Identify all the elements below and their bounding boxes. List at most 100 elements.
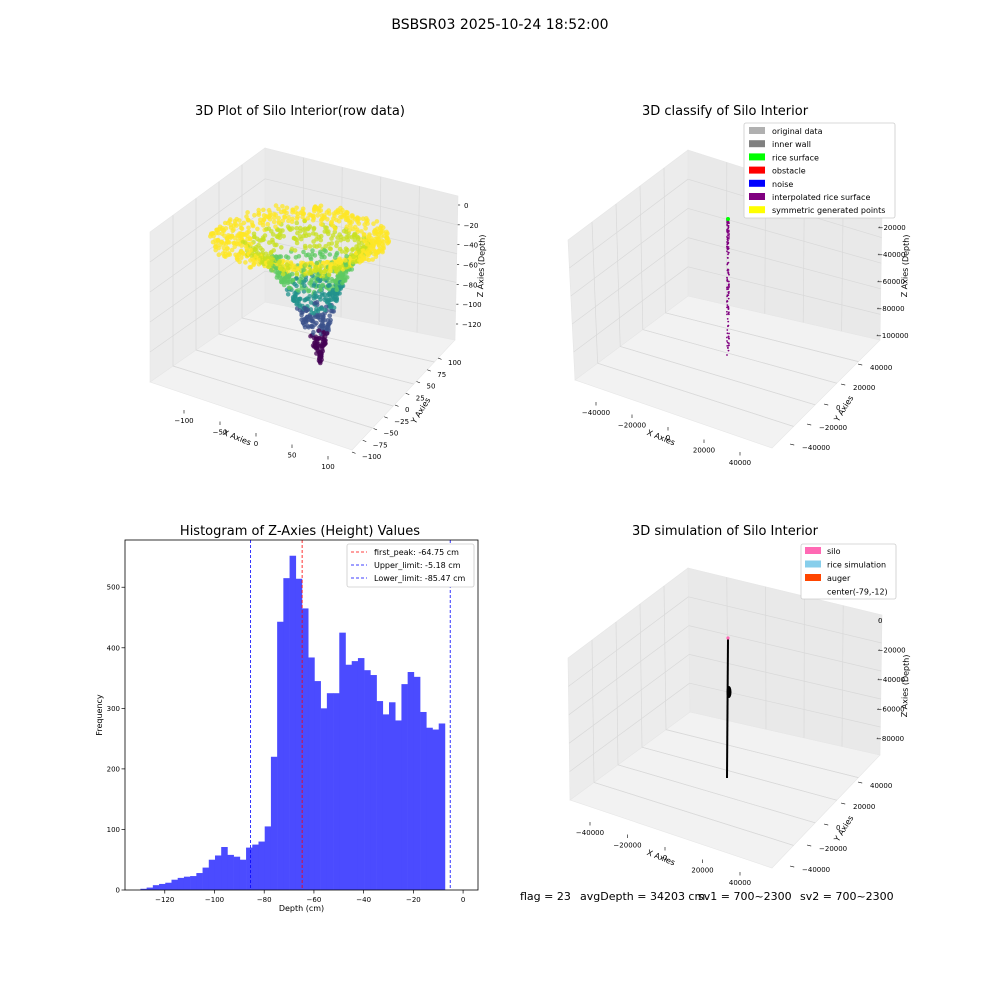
plot2-interpolated-column <box>726 219 730 356</box>
plot1-point <box>385 231 390 236</box>
grid-line <box>615 203 621 347</box>
histogram-bar <box>413 676 421 890</box>
plot2-rice-surface-point <box>726 217 730 221</box>
histogram-bar <box>401 684 408 890</box>
plot2-x-tick-label: −40000 <box>582 409 610 417</box>
plot4-legend-label: silo <box>827 547 841 556</box>
histogram-x-tick-label: −100 <box>205 896 224 904</box>
grid-line <box>241 317 435 363</box>
plot2-point <box>728 342 730 345</box>
plot1-point <box>312 268 318 273</box>
plot1-point <box>332 229 338 235</box>
grid-line <box>591 639 595 783</box>
plot2-point <box>728 332 730 335</box>
plot2-z-axis-label: Z Axies (Depth) <box>900 234 911 297</box>
histogram-bar <box>227 854 234 890</box>
plot1-point <box>334 250 340 256</box>
plot1-point <box>312 243 317 249</box>
plot2-y-tick-label: −40000 <box>802 444 830 452</box>
plot2-point <box>727 239 729 242</box>
grid-line <box>841 199 844 332</box>
plot2-point <box>727 247 730 250</box>
histogram-x-tick-label: −60 <box>307 896 322 904</box>
plot1-point <box>308 270 314 276</box>
plot1-point <box>334 240 340 245</box>
plot4-legend-label: center(-79,-12) <box>827 588 888 597</box>
plot1-y-tick-label: 75 <box>437 371 446 379</box>
plot1-point <box>367 244 373 249</box>
plot1-point <box>289 219 295 224</box>
plot1-point <box>277 235 283 241</box>
plot1-point <box>343 246 349 251</box>
plot1-point <box>311 335 317 341</box>
plot1-point <box>341 228 347 234</box>
plot2-legend-swatch <box>749 166 765 174</box>
plot1-point <box>239 231 244 237</box>
grid-line <box>639 185 644 330</box>
grid-line <box>639 603 643 748</box>
plot1-point <box>308 300 314 305</box>
histogram-bar <box>326 693 334 890</box>
plot1-z-tick-label: −40 <box>463 242 478 250</box>
histogram-bar <box>320 708 328 890</box>
plot2-point <box>726 354 728 356</box>
plot2-point <box>726 318 729 320</box>
plot1-point <box>266 214 271 220</box>
plot1-point <box>303 262 308 267</box>
plot2-legend-swatch <box>749 206 765 214</box>
grid-line <box>687 237 881 290</box>
plot1-point <box>356 249 362 254</box>
plot1-point <box>305 317 311 323</box>
plot1-point <box>285 292 291 297</box>
plot1-point <box>243 260 248 265</box>
histogram-bar <box>214 855 222 890</box>
plot1-point <box>352 231 358 237</box>
plot4-y-tickmark <box>789 865 795 868</box>
histogram-bar <box>426 727 433 890</box>
plot1-z-tick-label: −120 <box>462 321 481 329</box>
plot1-point <box>313 232 319 237</box>
plot1-point <box>322 213 327 218</box>
plot2-point <box>726 278 729 281</box>
plot1-point <box>295 230 300 236</box>
plot4-z-tick-label: −20000 <box>878 647 906 655</box>
histogram-bar <box>407 672 415 890</box>
plot2-point <box>726 223 728 226</box>
plot1-x-tick-label: 50 <box>288 452 297 460</box>
plot1-point <box>331 211 337 216</box>
plot1-point <box>299 274 305 279</box>
plot2-legend-box <box>743 122 896 219</box>
plot1-point <box>316 272 321 278</box>
plot4-z-axis-label: Z Axies (Depth) <box>900 654 911 717</box>
plot4-x-tick-label: −40000 <box>576 829 604 837</box>
plot4-y-tick-label: 40000 <box>870 782 892 790</box>
plot2-y-tick-label: 20000 <box>853 384 875 392</box>
plot2-point <box>728 344 730 347</box>
plot2-point <box>727 225 730 228</box>
plot1-point <box>337 246 343 252</box>
plot4-z-tick-label: −60000 <box>877 706 905 714</box>
plot1-point <box>343 262 349 268</box>
plot4-x-axis-label: X Axies <box>646 848 677 867</box>
plot1-point <box>364 250 369 255</box>
grid-line <box>841 605 844 747</box>
plot1-point <box>311 311 317 316</box>
plot1-point <box>263 251 269 257</box>
plot1-point <box>361 232 367 237</box>
plot1-point <box>229 247 235 253</box>
plot1-point <box>345 216 351 221</box>
plot2-point <box>728 236 730 238</box>
plot2-point <box>726 221 728 224</box>
plot2-legend-swatch <box>749 153 765 161</box>
plot1-point <box>290 208 296 213</box>
sv1-text: sv1 = 700~2300 <box>698 890 792 903</box>
plot2-point <box>727 294 730 297</box>
plot1-point <box>244 246 250 251</box>
plot1-point <box>351 254 357 260</box>
plot1-point <box>266 226 272 231</box>
plot1-point <box>374 219 380 224</box>
plot2-x-tick-label: 20000 <box>693 447 715 455</box>
plot1-point <box>248 264 254 270</box>
plot2-y-tickmark <box>840 383 846 386</box>
